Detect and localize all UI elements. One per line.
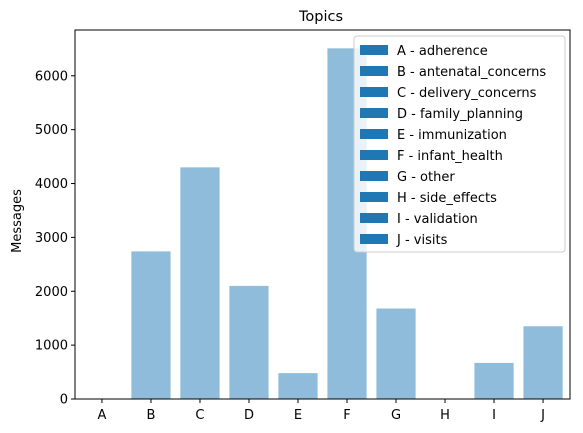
axes-group: A B C D E F G H I J 0 1000 2000 3000 4000 5000 6000 [35,29,571,423]
bar-I [474,362,514,399]
legend-swatch [360,66,388,76]
legend-swatch [360,87,388,97]
plot-frame [74,29,571,400]
bar-D [229,285,269,399]
bar-E [278,373,318,399]
y-tick-label: 5000 [35,123,68,138]
bar-J [523,326,563,399]
legend-entry: C - delivery_concerns [397,86,537,101]
x-tick-label-B: B [147,408,156,423]
y-tick-label: 3000 [35,231,68,246]
bars-group [131,48,563,399]
y-tick-label: 1000 [35,339,68,354]
x-tick-label-F: F [343,408,350,423]
legend-swatch [360,150,388,160]
x-tick-label-A: A [98,408,107,423]
legend-box [353,35,566,253]
legend-entry: I - validation [397,212,478,227]
legend-swatch [360,213,388,223]
legend-entry: E - immunization [397,128,507,143]
legend-swatch [360,234,388,244]
x-tick-label-H: H [440,408,450,423]
bar-C [180,167,220,399]
y-tick-label: 4000 [35,177,68,192]
x-tick-label-D: D [244,408,254,423]
legend-entry: B - antenatal_concerns [397,65,546,80]
legend-entry: G - other [397,170,455,185]
legend-swatch [360,171,388,181]
legend-swatch [360,108,388,118]
legend: A - adherence B - antenatal_concerns C - d… [353,35,566,253]
y-tick-label: 6000 [35,69,68,84]
y-axis-title: Messages [10,189,25,253]
x-tick-label-G: G [391,408,401,423]
chart-title: Topics [298,9,343,25]
legend-entry: F - infant_health [397,149,503,164]
legend-swatch [360,45,388,55]
bar-B [131,251,171,399]
legend-entry: H - side_effects [397,191,497,206]
legend-entry: J - visits [396,233,448,248]
legend-swatch [360,192,388,202]
y-tick-label: 0 [60,393,68,408]
legend-entry: D - family_planning [397,107,523,122]
x-tick-label-J: J [540,408,545,423]
x-tick-label-E: E [294,408,302,423]
legend-entry: A - adherence [397,44,488,59]
bar-G [376,308,416,399]
legend-swatch [360,129,388,139]
y-tick-label: 2000 [35,285,68,300]
x-tick-label-C: C [195,408,204,423]
x-tick-label-I: I [492,408,496,423]
